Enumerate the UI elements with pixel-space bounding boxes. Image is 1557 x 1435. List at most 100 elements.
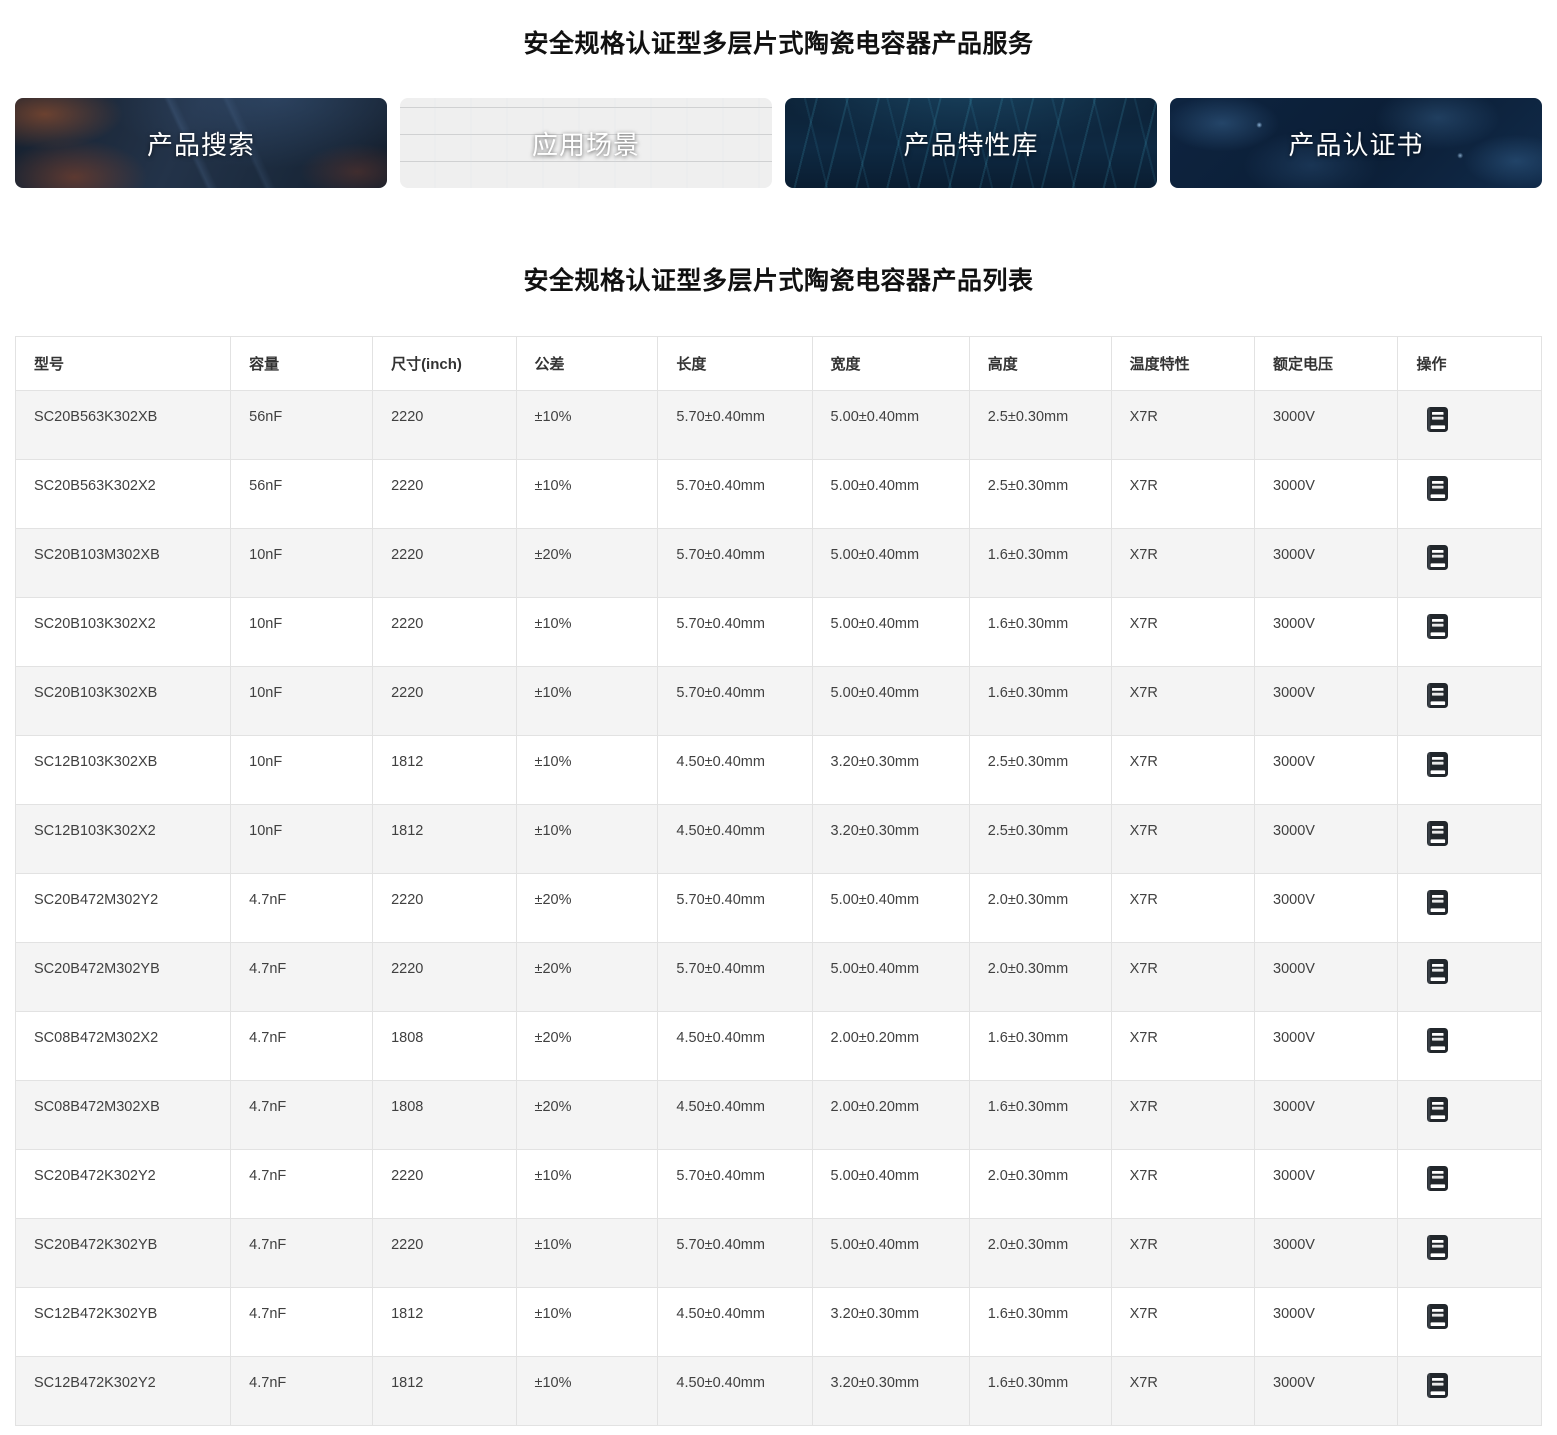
detail-action-button[interactable] xyxy=(1426,1096,1449,1123)
cell-model: SC20B472K302Y2 xyxy=(14,1149,232,1219)
table-row: SC20B103M302XB 10nF 2220 ±20% 5.70±0.40mm 5.0… xyxy=(14,528,1542,598)
nav-card-certificates[interactable]: 产品认证书 xyxy=(1170,98,1542,188)
cell-tolerance: ±10% xyxy=(515,1218,659,1288)
cell-temp_char: X7R xyxy=(1110,1287,1256,1357)
cell-capacity: 4.7nF xyxy=(230,1149,374,1219)
cell-tolerance: ±20% xyxy=(515,528,659,598)
nav-card-label: 产品认证书 xyxy=(1288,129,1424,160)
cell-length: 5.70±0.40mm xyxy=(657,873,813,943)
cell-rated_voltage: 3000V xyxy=(1254,1080,1399,1150)
cell-size_inch: 2220 xyxy=(372,528,517,598)
cell-length: 5.70±0.40mm xyxy=(657,666,813,736)
detail-action-button[interactable] xyxy=(1426,1165,1449,1192)
cell-width: 3.20±0.30mm xyxy=(811,804,970,874)
cell-temp_char: X7R xyxy=(1110,1218,1256,1288)
cell-capacity: 56nF xyxy=(230,459,374,529)
cell-temp_char: X7R xyxy=(1110,1149,1256,1219)
cell-length: 4.50±0.40mm xyxy=(657,1080,813,1150)
cell-action xyxy=(1397,1218,1542,1288)
cell-size_inch: 1808 xyxy=(372,1080,517,1150)
cell-temp_char: X7R xyxy=(1110,873,1256,943)
detail-action-button[interactable] xyxy=(1426,475,1449,502)
detail-action-button[interactable] xyxy=(1426,613,1449,640)
cell-size_inch: 1808 xyxy=(372,1011,517,1081)
cell-rated_voltage: 3000V xyxy=(1254,1356,1399,1426)
cell-capacity: 4.7nF xyxy=(230,1287,374,1357)
cell-temp_char: X7R xyxy=(1110,666,1256,736)
cell-width: 5.00±0.40mm xyxy=(811,597,970,667)
detail-action-button[interactable] xyxy=(1426,682,1449,709)
cell-height: 1.6±0.30mm xyxy=(968,1287,1112,1357)
cell-size_inch: 1812 xyxy=(372,804,517,874)
cell-temp_char: X7R xyxy=(1110,804,1256,874)
cell-model: SC20B472M302YB xyxy=(14,942,232,1012)
table-row: SC20B472K302Y2 4.7nF 2220 ±10% 5.70±0.40mm 5.… xyxy=(14,1149,1542,1219)
detail-action-button[interactable] xyxy=(1426,820,1449,847)
cell-temp_char: X7R xyxy=(1110,459,1256,529)
cell-capacity: 4.7nF xyxy=(230,942,374,1012)
cell-capacity: 56nF xyxy=(230,390,374,460)
cell-temp_char: X7R xyxy=(1110,735,1256,805)
nav-card-product-search[interactable]: 产品搜索 xyxy=(15,98,387,188)
detail-action-button[interactable] xyxy=(1426,1372,1449,1399)
cell-width: 5.00±0.40mm xyxy=(811,528,970,598)
service-title: 安全规格认证型多层片式陶瓷电容器产品服务 xyxy=(523,30,1034,58)
cell-tolerance: ±20% xyxy=(515,942,659,1012)
cell-model: SC12B472K302YB xyxy=(14,1287,232,1357)
cell-size_inch: 2220 xyxy=(372,942,517,1012)
nav-card-label: 产品特性库 xyxy=(903,129,1039,160)
cell-temp_char: X7R xyxy=(1110,390,1256,460)
detail-action-button[interactable] xyxy=(1426,751,1449,778)
cell-size_inch: 2220 xyxy=(372,1218,517,1288)
cell-model: SC08B472M302XB xyxy=(14,1080,232,1150)
detail-action-button[interactable] xyxy=(1426,889,1449,916)
cell-action xyxy=(1397,528,1542,598)
cell-action xyxy=(1397,1356,1542,1426)
cell-width: 5.00±0.40mm xyxy=(811,942,970,1012)
cell-tolerance: ±10% xyxy=(515,1356,659,1426)
cell-action xyxy=(1397,666,1542,736)
table-row: SC20B103K302XB 10nF 2220 ±10% 5.70±0.40mm 5.0… xyxy=(14,666,1542,736)
cell-width: 5.00±0.40mm xyxy=(811,1149,970,1219)
cell-length: 5.70±0.40mm xyxy=(657,390,813,460)
cell-height: 2.0±0.30mm xyxy=(968,1149,1112,1219)
column-header: 尺寸(inch) xyxy=(372,336,517,391)
cell-action xyxy=(1397,873,1542,943)
document-icon xyxy=(1427,1304,1449,1329)
cell-length: 5.70±0.40mm xyxy=(657,528,813,598)
detail-action-button[interactable] xyxy=(1426,1234,1449,1261)
cell-height: 2.5±0.30mm xyxy=(968,804,1112,874)
cell-rated_voltage: 3000V xyxy=(1254,1287,1399,1357)
cell-length: 4.50±0.40mm xyxy=(657,1011,813,1081)
cell-width: 2.00±0.20mm xyxy=(811,1080,970,1150)
table-row: SC20B103K302X2 10nF 2220 ±10% 5.70±0.40mm 5.0… xyxy=(14,597,1542,667)
cell-rated_voltage: 3000V xyxy=(1254,942,1399,1012)
cell-length: 4.50±0.40mm xyxy=(657,1356,813,1426)
cell-model: SC08B472M302X2 xyxy=(14,1011,232,1081)
cell-tolerance: ±10% xyxy=(515,666,659,736)
cell-action xyxy=(1397,735,1542,805)
product-table: 型号 容量 尺寸(inch) 公差 长度 宽度 高度 温度特性 额定电压 操作 SC20B563K… xyxy=(14,336,1542,1426)
cell-rated_voltage: 3000V xyxy=(1254,390,1399,460)
cell-capacity: 4.7nF xyxy=(230,873,374,943)
cell-rated_voltage: 3000V xyxy=(1254,1149,1399,1219)
cell-length: 5.70±0.40mm xyxy=(657,459,813,529)
cell-rated_voltage: 3000V xyxy=(1254,1011,1399,1081)
table-body: SC20B563K302XB 56nF 2220 ±10% 5.70±0.40mm 5.0… xyxy=(14,390,1542,1426)
detail-action-button[interactable] xyxy=(1426,544,1449,571)
column-header: 高度 xyxy=(968,336,1112,391)
nav-card-characteristic-library[interactable]: 产品特性库 xyxy=(785,98,1157,188)
cell-rated_voltage: 3000V xyxy=(1254,1218,1399,1288)
detail-action-button[interactable] xyxy=(1426,958,1449,985)
cell-temp_char: X7R xyxy=(1110,528,1256,598)
detail-action-button[interactable] xyxy=(1426,406,1449,433)
table-row: SC20B563K302X2 56nF 2220 ±10% 5.70±0.40mm 5.0… xyxy=(14,459,1542,529)
cell-model: SC12B103K302X2 xyxy=(14,804,232,874)
column-header: 宽度 xyxy=(811,336,970,391)
cell-size_inch: 1812 xyxy=(372,1356,517,1426)
cell-rated_voltage: 3000V xyxy=(1254,735,1399,805)
nav-card-application-scenes[interactable]: 应用场景 xyxy=(400,98,772,188)
detail-action-button[interactable] xyxy=(1426,1303,1449,1330)
detail-action-button[interactable] xyxy=(1426,1027,1449,1054)
